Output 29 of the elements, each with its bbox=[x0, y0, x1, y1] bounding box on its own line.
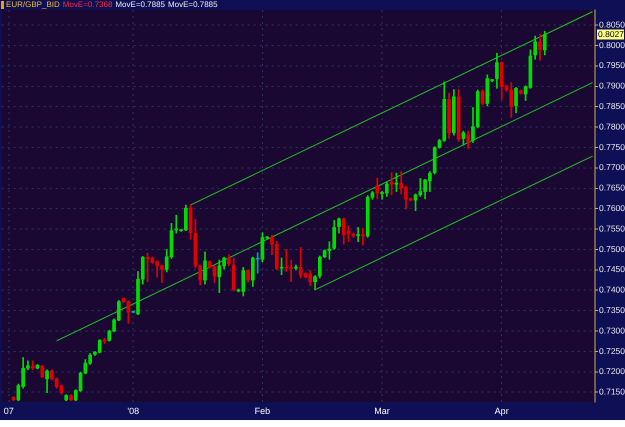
y-tick-label: 0.7200 bbox=[599, 366, 625, 376]
x-tick-label: Apr bbox=[494, 406, 509, 416]
text: MovE=0.7885 bbox=[168, 0, 218, 10]
y-tick-label: 0.8050 bbox=[599, 19, 625, 30]
annotation: 0.8027 bbox=[598, 28, 624, 39]
y-tick-label: 0.7150 bbox=[599, 386, 625, 397]
y-tick-label: 0.7500 bbox=[599, 244, 625, 254]
y-tick-label: 0.7250 bbox=[599, 346, 625, 356]
y-tick-label: 0.7550 bbox=[599, 223, 625, 234]
text: MovE=0.7885 bbox=[115, 0, 165, 10]
y-tick-label: 0.7450 bbox=[599, 264, 625, 274]
text: MovE=0.7368 bbox=[62, 0, 112, 10]
x-tick-label: '08 bbox=[127, 406, 140, 416]
y-tick-label: 0.7300 bbox=[599, 325, 625, 336]
y-tick-label: 0.7850 bbox=[599, 101, 625, 112]
y-tick-label: 0.7950 bbox=[599, 60, 625, 70]
y-tick-label: 0.7750 bbox=[599, 142, 625, 152]
y-tick-label: 0.7650 bbox=[599, 182, 625, 193]
x-tick-label: Feb bbox=[254, 406, 270, 416]
y-tick-label: 0.8000 bbox=[599, 40, 625, 50]
x-tick-label: Mar bbox=[374, 406, 390, 416]
chart-title: EUR/GBP_BID bbox=[6, 0, 60, 10]
y-tick-label: 0.7700 bbox=[599, 162, 625, 172]
y-tick-label: 0.7400 bbox=[599, 284, 625, 295]
y-tick-label: 0.7350 bbox=[599, 304, 625, 315]
y-tick-label: 0.7600 bbox=[599, 202, 625, 213]
x-tick-label: 07 bbox=[4, 406, 14, 416]
y-tick-label: 0.7900 bbox=[599, 80, 625, 91]
y-tick-label: 0.7800 bbox=[599, 121, 625, 132]
